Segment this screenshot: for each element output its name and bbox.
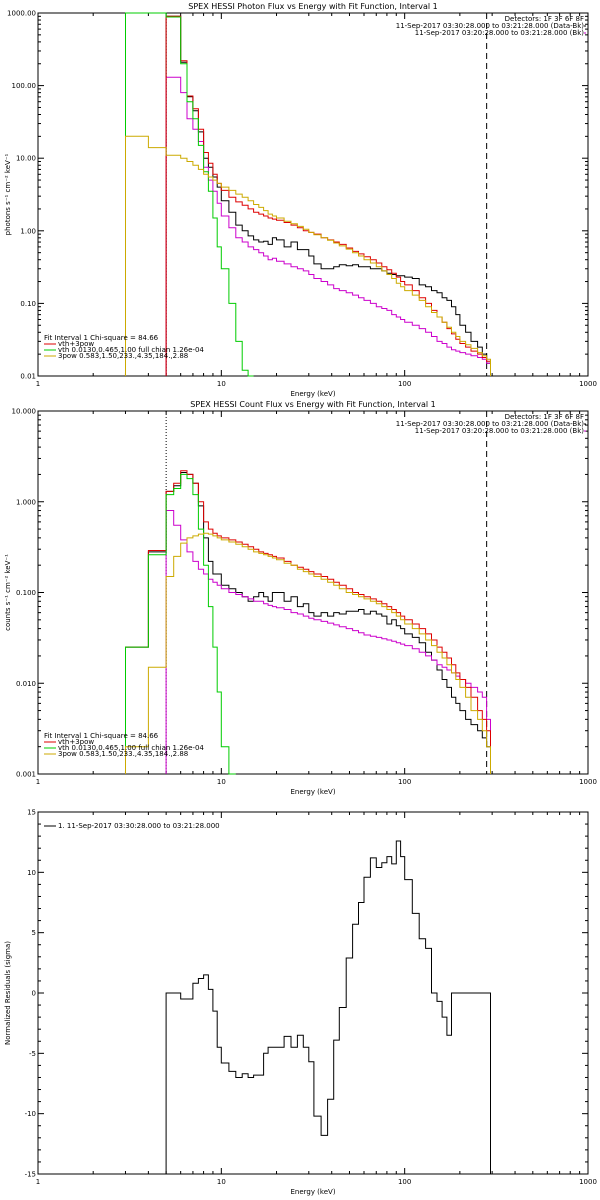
chart2-legend-entry: vth+3pow: [58, 738, 94, 746]
chart2-x-axis-label: Energy (keV): [290, 788, 335, 796]
chart3-plot-frame: [37, 811, 589, 1175]
chart2-y-tick-label: 0.001: [16, 771, 36, 779]
chart1-header-line: 11-Sep-2017 03:30:28.000 to 03:21:28.000…: [396, 22, 585, 30]
chart1-x-tick-label: 1000: [579, 380, 597, 388]
chart3-y-tick-label: -5: [29, 1050, 36, 1058]
chart2-title: SPEX HESSI Count Flux vs Energy with Fit…: [190, 400, 435, 409]
chart3-y-tick-label: -10: [25, 1110, 36, 1118]
chart2-y-tick-label: 10.000: [12, 408, 37, 416]
chart1-x-axis-label: Energy (keV): [290, 390, 335, 398]
chart3-series-residuals: [165, 840, 491, 1174]
chart3-y-tick-label: 0: [32, 990, 36, 998]
chart1-series-vth: [125, 12, 254, 377]
chart3-x-tick-label: 10: [217, 1178, 226, 1186]
chart2-x-tick-label: 100: [398, 778, 411, 786]
chart2-y-axis-label: counts s⁻¹ cm⁻² keV⁻¹: [4, 554, 12, 631]
chart1-legend-entry: Fit Interval 1 Chi-square = 84.66: [44, 334, 159, 342]
chart2-header-line: Detectors: 1F 3F 6F 8F: [505, 413, 584, 421]
chart1-series-bk: [165, 76, 491, 376]
chart3-y-axis-label: Normalized Residuals (sigma): [4, 941, 12, 1045]
chart3-x-axis-label: Energy (keV): [290, 1188, 335, 1196]
chart2-x-tick-label: 1000: [579, 778, 597, 786]
chart1-legend-entry: 3pow 0.583,1.50,233.,4.35,184.,2.88: [58, 352, 188, 360]
chart1-series-3pow: [125, 135, 491, 376]
chart2-y-tick-label: 0.100: [16, 589, 36, 597]
chart1-y-tick-label: 1000.00: [7, 10, 36, 18]
chart3-y-tick-label: -15: [25, 1171, 36, 1179]
chart1-y-axis-label: photons s⁻¹ cm⁻² keV⁻¹: [4, 153, 12, 235]
chart1-y-tick-label: 0.01: [20, 373, 36, 381]
chart3-y-tick-label: 5: [32, 929, 36, 937]
chart2-series-bk: [165, 510, 491, 774]
chart3-x-tick-label: 100: [398, 1178, 411, 1186]
chart2-y-tick-label: 1.000: [16, 498, 36, 506]
chart2-series-vth-3pow: [125, 470, 491, 774]
chart3-y-tick-label: 10: [27, 869, 36, 877]
chart1-plot-frame: [37, 12, 589, 377]
chart2-header-line: 11-Sep-2017 03:30:28.000 to 03:21:28.000…: [396, 420, 585, 428]
chart3-legend-entry: 1. 11-Sep-2017 03:30:28.000 to 03:21:28.…: [58, 822, 220, 830]
chart2-legend-entry: Fit Interval 1 Chi-square = 84.66: [44, 732, 159, 740]
chart1-y-tick-label: 1.00: [20, 227, 36, 235]
chart1-x-tick-label: 1: [36, 380, 40, 388]
chart1-y-tick-label: 0.10: [20, 300, 36, 308]
chart2-y-tick-label: 0.010: [16, 680, 36, 688]
chart3-y-tick-label: 15: [27, 809, 36, 817]
chart1-legend-entry: vth 0.0130,0.465,1.00 full chian 1.26e-0…: [58, 346, 204, 354]
chart2-series-3pow: [125, 532, 491, 774]
chart1-x-tick-label: 100: [398, 380, 411, 388]
chart1-title: SPEX HESSI Photon Flux vs Energy with Fi…: [188, 2, 438, 11]
chart2-x-tick-label: 1: [36, 778, 40, 786]
chart2-series-vth: [125, 473, 236, 775]
chart3-x-tick-label: 1: [36, 1178, 40, 1186]
chart1-y-tick-label: 10.00: [16, 155, 36, 163]
chart2-header-line: 11-Sep-2017 03:20:28.000 to 03:21:28.000…: [415, 427, 585, 435]
chart2-legend-entry: vth 0.0130,0.465,1.00 full chian 1.26e-0…: [58, 744, 204, 752]
chart1-y-tick-label: 100.00: [12, 82, 37, 90]
chart1-header-line: Detectors: 1F 3F 6F 8F: [505, 15, 584, 23]
chart2-plot-frame: [37, 410, 589, 775]
chart2-legend-entry: 3pow 0.583,1.50,233.,4.35,184.,2.88: [58, 750, 188, 758]
chart1-x-tick-label: 10: [217, 380, 226, 388]
chart1-series-data-bk: [165, 15, 491, 376]
chart2-x-tick-label: 10: [217, 778, 226, 786]
chart2-series-data-bk: [125, 472, 491, 774]
chart3-x-tick-label: 1000: [579, 1178, 597, 1186]
chart1-header-line: 11-Sep-2017 03:20:28.000 to 03:21:28.000…: [415, 29, 585, 37]
chart1-legend-entry: vth+3pow: [58, 340, 94, 348]
